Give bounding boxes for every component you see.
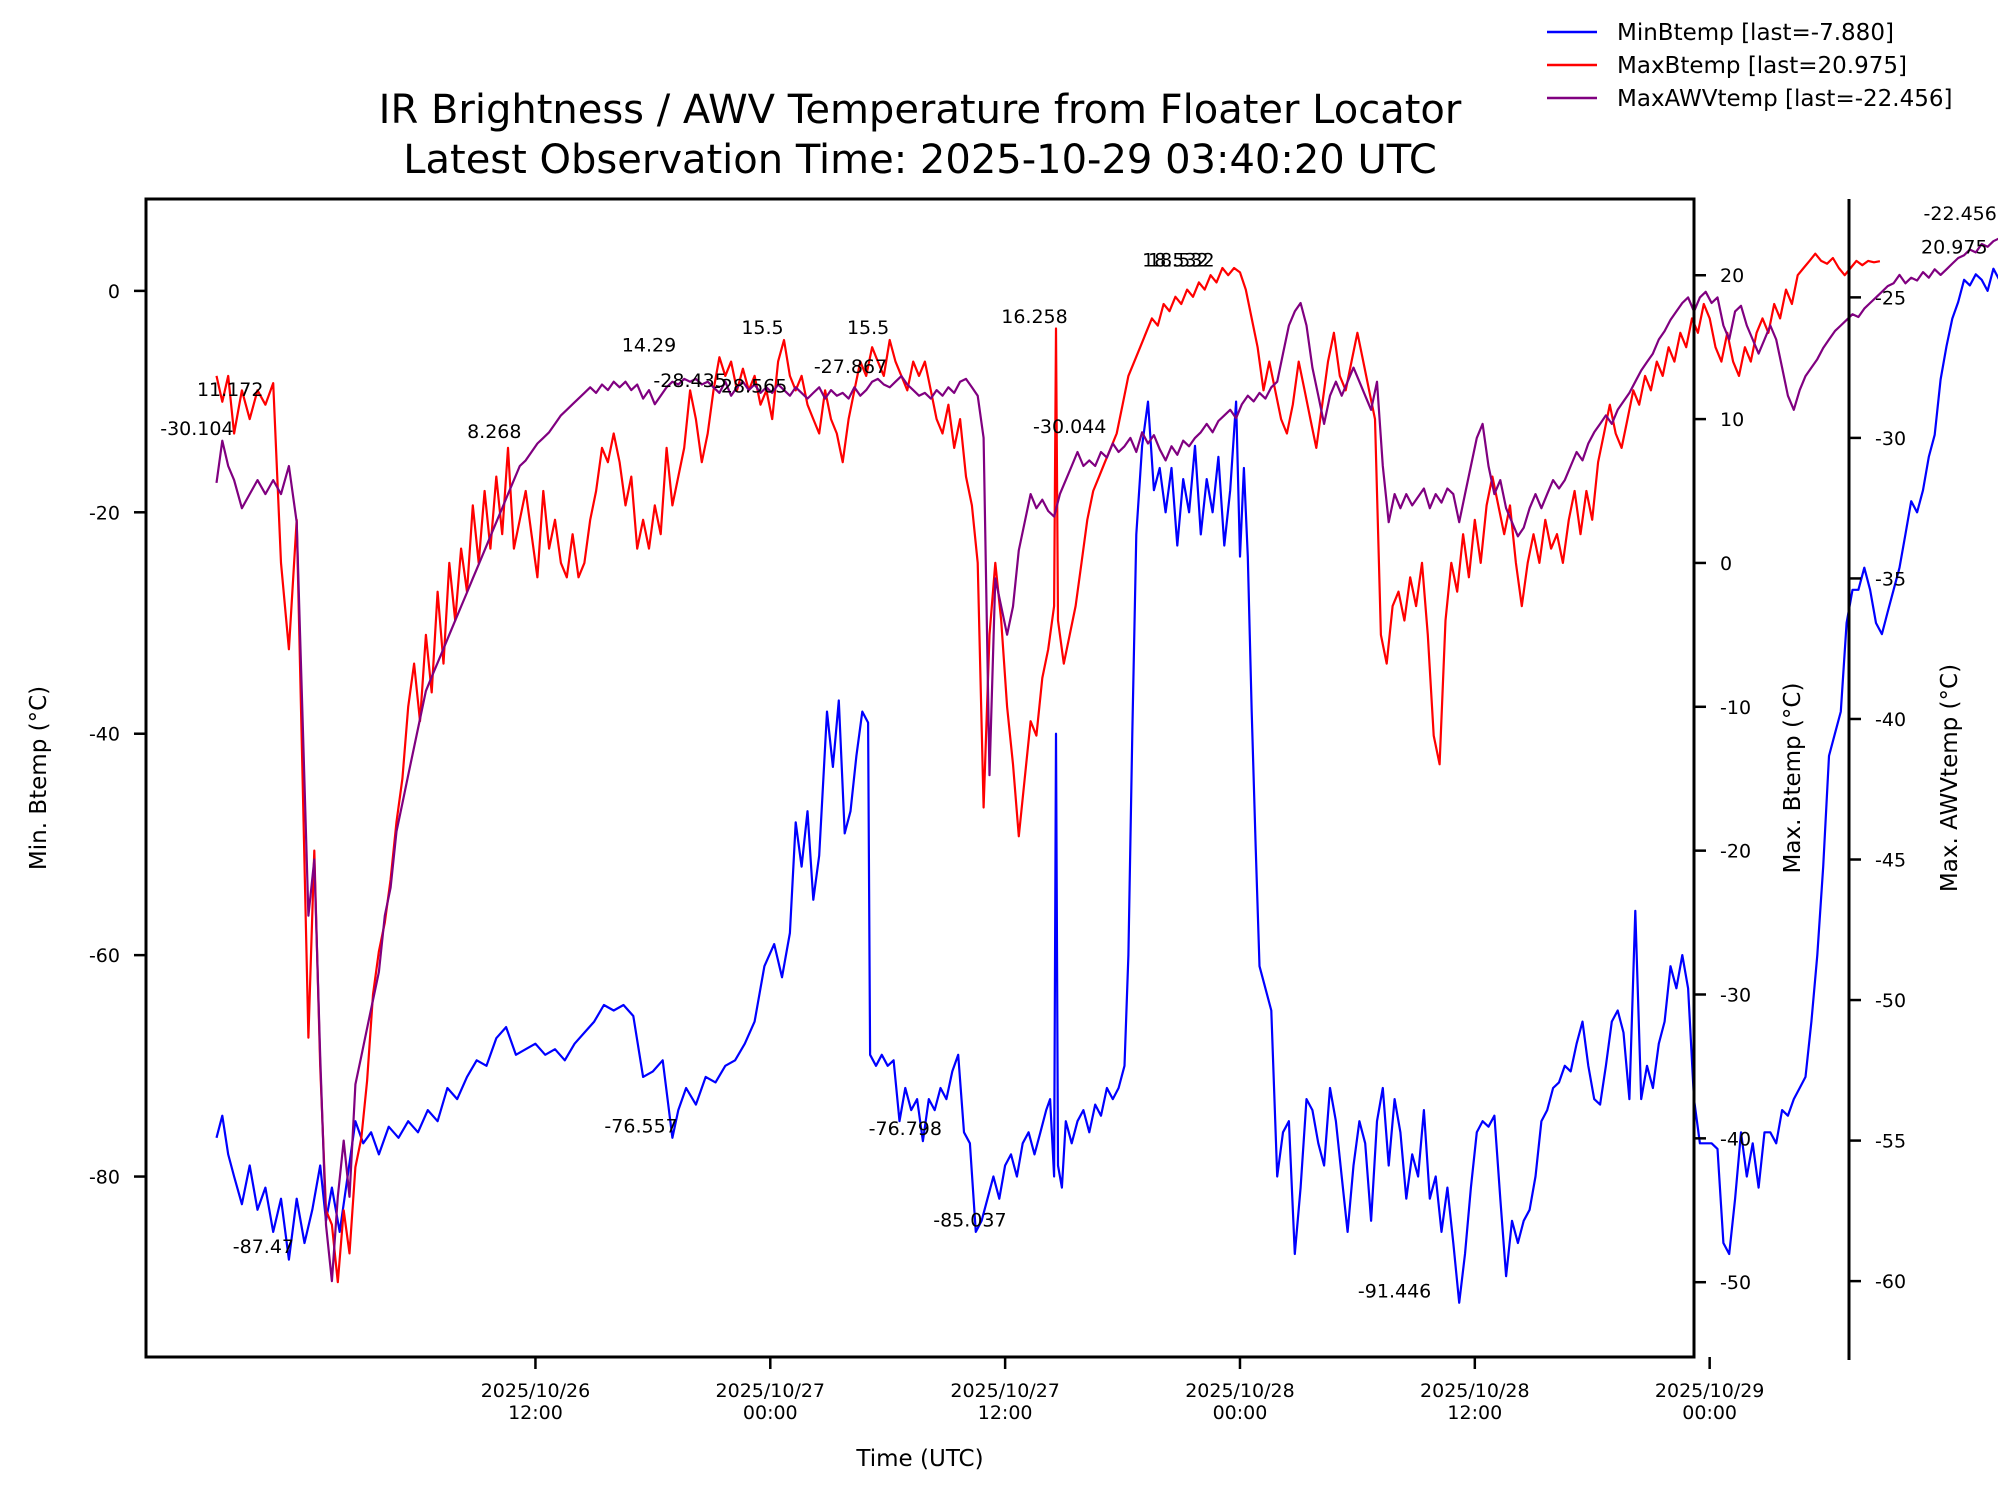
legend-entry[interactable]: MinBtemp [last=-7.880]	[1617, 20, 1894, 46]
y-tick-label-right2: -45	[1875, 850, 1906, 872]
chart-title: IR Brightness / AWV Temperature from Flo…	[379, 87, 1462, 133]
y-tick-label-right: 20	[1720, 265, 1744, 287]
data-label: -30.104	[160, 418, 233, 440]
y-tick-label-right: -30	[1720, 984, 1751, 1006]
y-axis-label-left: Min. Btemp (°C)	[26, 686, 52, 870]
data-label: -28.565	[714, 376, 787, 398]
data-label: -76.798	[869, 1118, 942, 1140]
y-tick-label-left: -20	[89, 502, 120, 524]
data-label: -22.456	[1924, 203, 1997, 225]
y-tick-label-right2: -35	[1875, 568, 1906, 590]
x-tick-label: 2025/10/26	[481, 1380, 591, 1402]
data-label: -85.037	[933, 1209, 1006, 1231]
data-label: 20.975	[1921, 236, 1987, 258]
data-label: -28.435	[653, 370, 726, 392]
data-label: -76.557	[604, 1115, 677, 1137]
y-tick-label-right: 10	[1720, 409, 1744, 431]
data-label: -27.867	[814, 356, 887, 378]
data-label: 8.268	[467, 421, 521, 443]
x-tick-label: 2025/10/29	[1655, 1380, 1765, 1402]
data-label: 11.172	[197, 379, 263, 401]
data-label: 18.532	[1148, 249, 1214, 271]
y-tick-label-right: -10	[1720, 697, 1751, 719]
plot-marks: 11.172 -30.104 -87.47 8.268 14.29 15.5 15.5 16.…	[160, 203, 1998, 1304]
series-line-minbtemp	[215, 267, 1998, 1304]
chart-subtitle: Latest Observation Time: 2025-10-29 03:4…	[403, 137, 1437, 183]
x-tick-label: 2025/10/28	[1420, 1380, 1530, 1402]
y-tick-label-right2: -25	[1875, 287, 1906, 309]
y-tick-label-right: 0	[1720, 553, 1732, 575]
y-axis-label-right: Max. Btemp (°C)	[1780, 683, 1806, 874]
y-tick-label-right2: -40	[1875, 709, 1906, 731]
y-tick-label-left: -40	[89, 724, 120, 746]
x-tick-label: 00:00	[1213, 1402, 1268, 1424]
x-tick-label: 2025/10/27	[716, 1380, 826, 1402]
series-line-maxbtemp	[215, 252, 1881, 1284]
legend-entry[interactable]: MaxBtemp [last=20.975]	[1617, 53, 1907, 79]
axis-decor: 2025/10/2612:002025/10/2700:002025/10/27…	[26, 199, 1963, 1424]
x-tick-label: 2025/10/27	[950, 1380, 1060, 1402]
x-tick-label: 12:00	[508, 1402, 563, 1424]
y-tick-label-right2: -60	[1875, 1271, 1906, 1293]
legend[interactable]: MinBtemp [last=-7.880] MaxBtemp [last=20.…	[1547, 20, 1952, 112]
data-label: 16.258	[1001, 306, 1067, 328]
data-label: 15.5	[741, 317, 783, 339]
data-label: 14.29	[622, 334, 676, 356]
y-tick-label-right2: -30	[1875, 428, 1906, 450]
data-label: -87.47	[233, 1236, 294, 1258]
y-tick-label-left: -80	[89, 1167, 120, 1189]
y-tick-label-right: -20	[1720, 841, 1751, 863]
plot-frame	[144, 197, 1696, 1359]
y-axis-label-right2: Max. AWVtemp (°C)	[1937, 664, 1963, 892]
data-label: -91.446	[1358, 1280, 1431, 1302]
legend-entry[interactable]: MaxAWVtemp [last=-22.456]	[1617, 86, 1952, 112]
x-tick-label: 12:00	[1447, 1402, 1502, 1424]
y-tick-label-right2: -50	[1875, 990, 1906, 1012]
y-tick-label-left: -60	[89, 945, 120, 967]
x-tick-label: 12:00	[978, 1402, 1033, 1424]
data-label: 18.532	[1142, 249, 1208, 271]
y-tick-label-right: -50	[1720, 1272, 1751, 1294]
x-tick-label: 00:00	[1682, 1402, 1737, 1424]
y-tick-label-left: 0	[108, 281, 120, 303]
x-tick-label: 00:00	[743, 1402, 798, 1424]
x-axis-label: Time (UTC)	[855, 1446, 983, 1472]
data-label: -30.044	[1033, 416, 1106, 438]
x-tick-label: 2025/10/28	[1185, 1380, 1295, 1402]
series-line-maxawvtemp	[215, 237, 1998, 1283]
y-tick-label-right: -40	[1720, 1128, 1751, 1150]
y-tick-label-right2: -55	[1875, 1131, 1906, 1153]
data-label: 15.5	[847, 317, 889, 339]
